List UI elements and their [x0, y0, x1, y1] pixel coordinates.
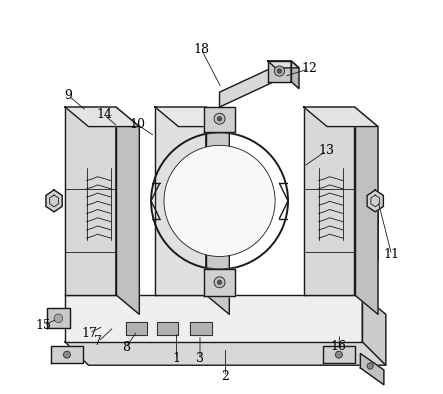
Circle shape — [214, 113, 225, 124]
Circle shape — [367, 363, 373, 369]
Polygon shape — [367, 190, 383, 212]
Circle shape — [214, 277, 225, 288]
Polygon shape — [155, 107, 229, 126]
Text: 7: 7 — [94, 335, 102, 348]
Polygon shape — [268, 61, 299, 68]
Text: 2: 2 — [222, 370, 229, 383]
Polygon shape — [47, 309, 70, 328]
Text: 16: 16 — [331, 340, 347, 353]
Circle shape — [274, 66, 284, 76]
Polygon shape — [206, 107, 229, 314]
Text: 3: 3 — [196, 352, 204, 365]
Text: 9: 9 — [64, 89, 72, 102]
Circle shape — [217, 280, 222, 284]
Text: 8: 8 — [122, 341, 130, 354]
Circle shape — [63, 351, 70, 358]
Text: 18: 18 — [193, 43, 209, 56]
Polygon shape — [157, 322, 179, 335]
Circle shape — [335, 351, 342, 358]
Polygon shape — [303, 107, 378, 126]
Text: 10: 10 — [129, 118, 145, 131]
Polygon shape — [291, 61, 299, 89]
Text: 12: 12 — [302, 62, 318, 75]
Polygon shape — [116, 107, 140, 314]
Polygon shape — [155, 107, 206, 295]
Polygon shape — [323, 346, 354, 363]
Circle shape — [54, 314, 62, 323]
Polygon shape — [65, 295, 362, 342]
Polygon shape — [268, 61, 291, 82]
Text: 13: 13 — [319, 144, 334, 157]
Polygon shape — [65, 342, 386, 365]
Polygon shape — [51, 346, 82, 363]
Text: 15: 15 — [35, 319, 51, 332]
Circle shape — [164, 145, 275, 256]
Polygon shape — [362, 295, 386, 365]
Polygon shape — [126, 322, 147, 335]
Polygon shape — [65, 107, 140, 126]
Polygon shape — [303, 107, 354, 295]
Polygon shape — [220, 64, 280, 107]
Polygon shape — [65, 107, 116, 295]
Text: 14: 14 — [96, 108, 112, 121]
Text: 1: 1 — [172, 352, 180, 365]
Polygon shape — [361, 353, 384, 385]
Circle shape — [217, 116, 222, 121]
Polygon shape — [354, 107, 378, 314]
Text: 11: 11 — [384, 248, 400, 261]
Polygon shape — [190, 322, 212, 335]
Text: 17: 17 — [82, 327, 97, 340]
Polygon shape — [46, 190, 62, 212]
Polygon shape — [204, 107, 235, 132]
Circle shape — [277, 69, 282, 73]
Polygon shape — [204, 269, 235, 296]
